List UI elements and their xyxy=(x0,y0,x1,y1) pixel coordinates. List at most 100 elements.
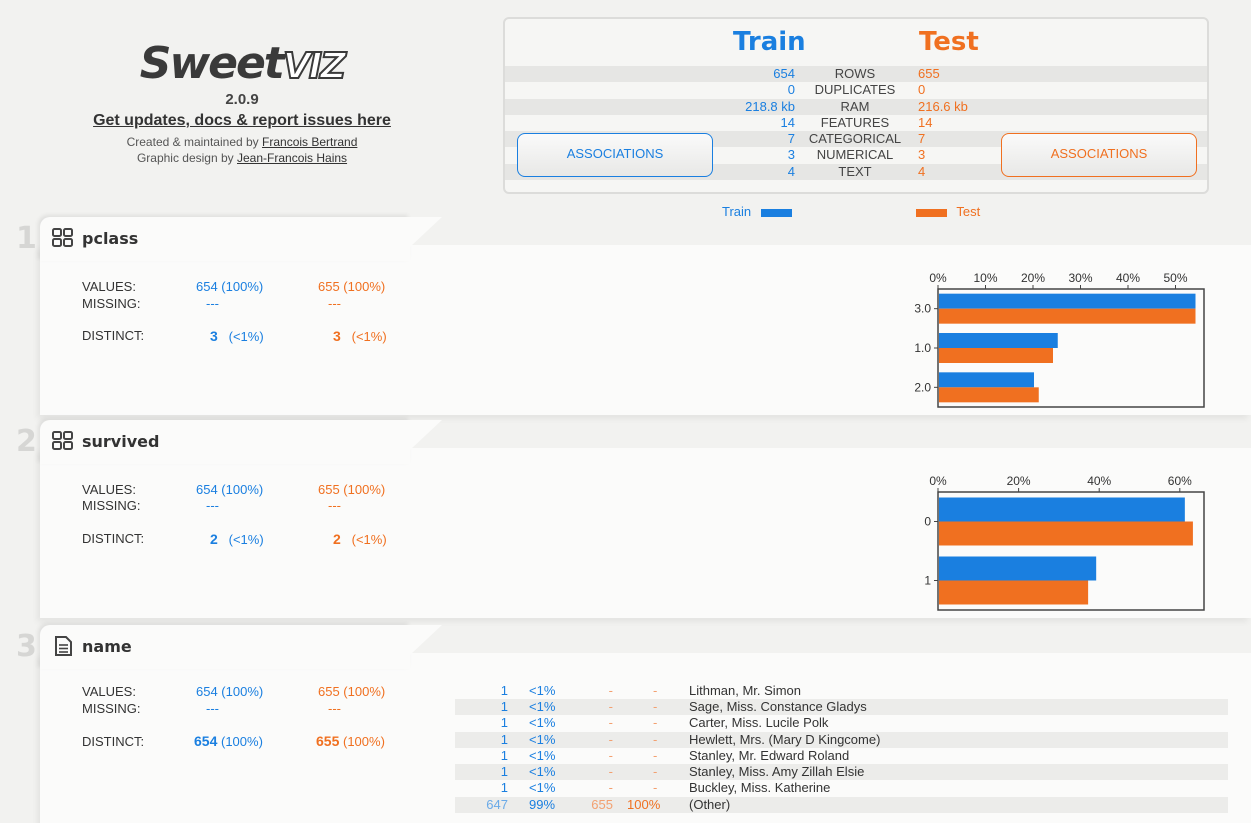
summary-label: NUMERICAL xyxy=(816,147,894,162)
logo-accent-text: VIZ xyxy=(282,45,347,88)
test-missing: --- xyxy=(328,701,341,716)
test-missing: --- xyxy=(328,498,341,513)
y-tick-label: 2.0 xyxy=(914,380,931,394)
x-tick-label: 10% xyxy=(973,271,997,285)
train-pct: <1% xyxy=(529,780,556,795)
distinct-label: DISTINCT: xyxy=(82,531,145,546)
train-count: 647 xyxy=(486,797,508,812)
train-title: Train xyxy=(733,27,806,57)
train-missing: --- xyxy=(206,296,219,311)
bar-test-1 xyxy=(939,580,1089,605)
bar-train-3.0 xyxy=(939,293,1196,309)
train-value: 218.8 kb xyxy=(745,99,795,114)
test-distinct: 3 (<1%) xyxy=(333,328,387,344)
test-value: 7 xyxy=(918,131,926,146)
train-pct: <1% xyxy=(529,715,556,730)
test-missing: --- xyxy=(328,296,341,311)
feature-number: 3 xyxy=(16,629,37,664)
train-pct: <1% xyxy=(529,683,556,698)
summary-label: DUPLICATES xyxy=(814,82,896,97)
train-values: 654 (100%) xyxy=(196,279,264,294)
train-value: 654 xyxy=(773,66,795,81)
test-count: 655 xyxy=(591,797,613,812)
train-count: 1 xyxy=(500,732,508,747)
feature-card-pclass[interactable]: 1 pclass VALUES: MISSING: DISTINCT: 654 … xyxy=(0,217,1251,415)
pclass-bar-chart: 0% 10% 20% 30% 40% 50% 3.0 1.0 2.0 xyxy=(914,271,1205,408)
bar-test-0 xyxy=(939,521,1193,546)
train-associations-button[interactable]: ASSOCIATIONS xyxy=(517,133,713,177)
credits: Created & maintained by Francois Bertran… xyxy=(80,134,404,166)
train-value: 0 xyxy=(787,82,795,97)
plot-frame xyxy=(937,491,1205,611)
author-link[interactable]: Francois Bertrand xyxy=(262,135,358,149)
train-missing: --- xyxy=(206,498,219,513)
test-value: 0 xyxy=(918,82,926,97)
test-associations-button[interactable]: ASSOCIATIONS xyxy=(1001,133,1197,177)
test-distinct-count: 655 xyxy=(316,733,340,749)
summary-label: FEATURES xyxy=(820,115,890,130)
text-document-icon xyxy=(55,636,72,656)
train-distinct: 3 (<1%) xyxy=(210,328,264,344)
test-count: - xyxy=(608,699,613,714)
train-distinct-count: 3 xyxy=(210,328,218,344)
test-count: - xyxy=(608,780,613,795)
x-tick-label: 20% xyxy=(1007,474,1031,488)
bar-train-2.0 xyxy=(939,372,1034,388)
train-pct: <1% xyxy=(529,699,556,714)
legend-train-swatch xyxy=(760,208,792,217)
feature-card-name[interactable]: 3 name VALUES: MISSING: DISTINCT: 654 (1… xyxy=(0,625,1251,823)
summary-row-features: 14 FEATURES 14 xyxy=(505,115,1207,131)
test-distinct-pct: (100%) xyxy=(342,734,385,749)
designer-link[interactable]: Jean-Francois Hains xyxy=(237,151,348,165)
test-count: - xyxy=(608,748,613,763)
x-tick-label: 50% xyxy=(1163,271,1187,285)
train-distinct-pct: (<1%) xyxy=(228,329,264,344)
categorical-grid-icon xyxy=(52,228,73,247)
test-value: 655 xyxy=(918,66,940,81)
summary-row-rows: 654 ROWS 655 xyxy=(505,66,1207,82)
test-values: 655 (100%) xyxy=(318,684,386,699)
updates-link[interactable]: Get updates, docs & report issues here xyxy=(93,112,391,129)
summary-label: CATEGORICAL xyxy=(808,131,902,146)
train-pct: 99% xyxy=(529,797,556,812)
test-distinct-pct: (<1%) xyxy=(351,329,387,344)
train-values: 654 (100%) xyxy=(196,684,264,699)
train-pct: <1% xyxy=(529,748,556,763)
test-pct: - xyxy=(653,732,658,747)
train-pct: <1% xyxy=(529,732,556,747)
test-distinct-count: 2 xyxy=(333,531,341,547)
test-value: 4 xyxy=(918,164,926,179)
test-count: - xyxy=(608,715,613,730)
train-value: 3 xyxy=(787,147,795,162)
test-value: 14 xyxy=(918,115,933,130)
bar-test-2.0 xyxy=(939,387,1039,403)
top-value-row: 1 <1% - - Sage, Miss. Constance Gladys xyxy=(455,699,1228,715)
legend-test-label: Test xyxy=(956,204,981,219)
top-value-row: 1 <1% - - Lithman, Mr. Simon xyxy=(455,683,1228,699)
bar-test-1.0 xyxy=(939,348,1053,363)
train-distinct: 654 (100%) xyxy=(194,733,263,749)
value-label: Buckley, Miss. Katherine xyxy=(689,780,831,795)
sweetviz-logo: SweetVIZ xyxy=(80,36,404,95)
summary-row-numerical: 3 NUMERICAL 3 xyxy=(505,147,1207,163)
values-label: VALUES: xyxy=(82,482,136,497)
y-tick-label: 0 xyxy=(924,515,931,529)
train-count: 1 xyxy=(500,715,508,730)
train-value: 7 xyxy=(787,131,795,146)
value-label: Carter, Miss. Lucile Polk xyxy=(689,715,829,730)
x-tick-label: 40% xyxy=(1116,271,1140,285)
summary-label: TEXT xyxy=(838,164,872,179)
x-tick-label: 30% xyxy=(1068,271,1092,285)
x-tick-label: 20% xyxy=(1021,271,1045,285)
categorical-grid-icon xyxy=(52,431,73,450)
feature-card-survived[interactable]: 2 survived VALUES: MISSING: DISTINCT: 65… xyxy=(0,420,1251,618)
value-label: Stanley, Mr. Edward Roland xyxy=(689,748,850,763)
feature-number: 1 xyxy=(16,221,37,256)
created-prefix: Created & maintained by xyxy=(126,135,263,149)
feature-body xyxy=(40,245,1251,415)
feature-name: name xyxy=(82,637,132,656)
test-value: 3 xyxy=(918,147,926,162)
top-value-row: 1 <1% - - Carter, Miss. Lucile Polk xyxy=(455,715,1228,731)
logo-main-text: Sweet xyxy=(139,38,285,89)
values-label: VALUES: xyxy=(82,684,136,699)
